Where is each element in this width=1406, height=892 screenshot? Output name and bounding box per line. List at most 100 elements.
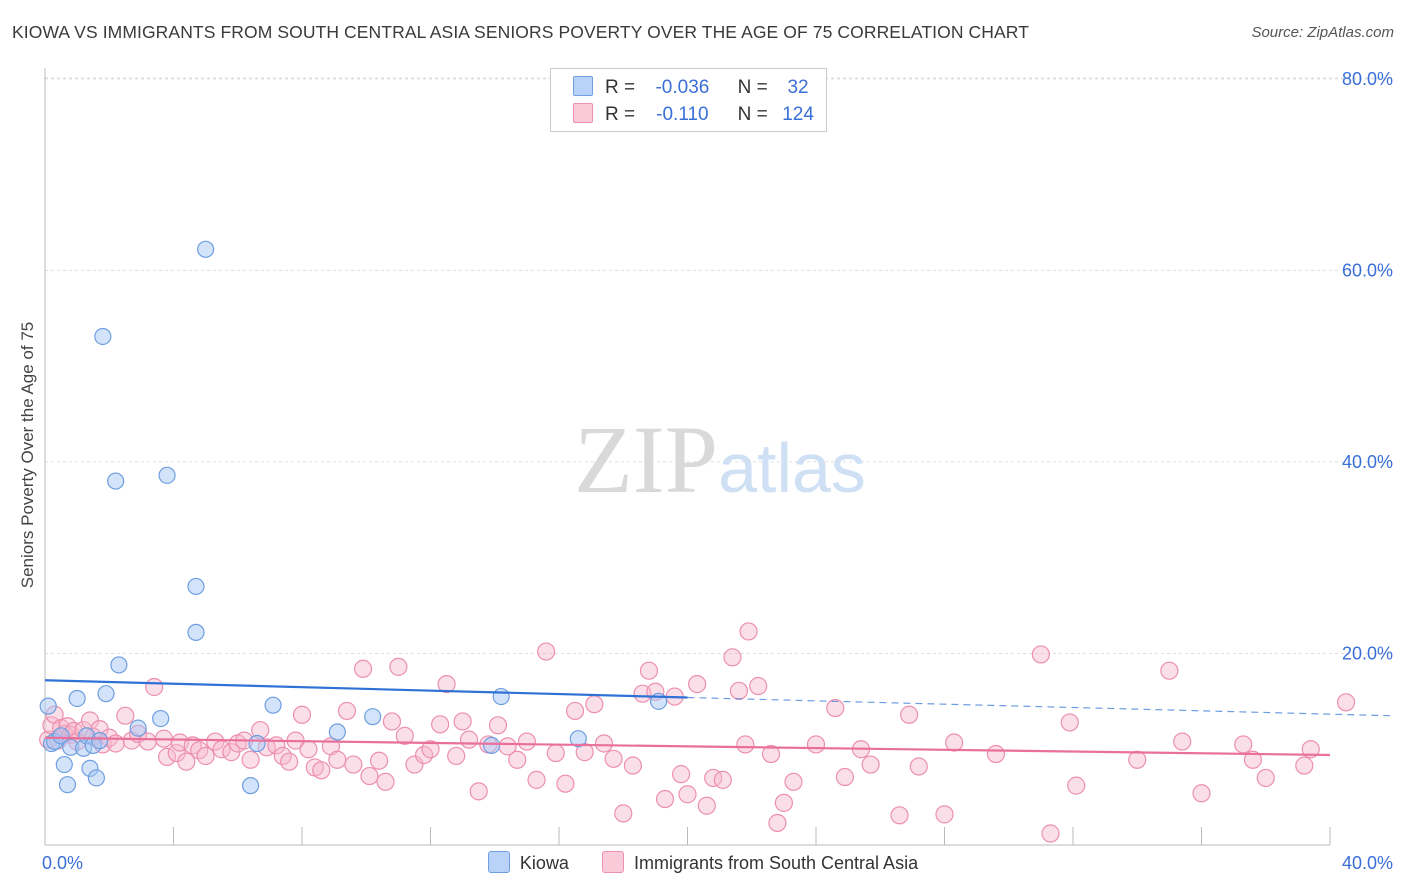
kiowa-point xyxy=(91,732,109,750)
imm-point xyxy=(909,757,928,776)
kiowa-point xyxy=(328,723,346,741)
immigrants-legend-swatch xyxy=(601,851,624,873)
kiowa-point xyxy=(87,769,106,787)
imm-point xyxy=(614,804,633,823)
kiowa-point xyxy=(97,685,115,703)
imm-point xyxy=(678,785,697,804)
imm-point xyxy=(565,701,585,721)
imm-point xyxy=(431,715,450,734)
kiowa-point xyxy=(569,730,587,748)
imm-point xyxy=(806,735,826,754)
imm-point xyxy=(453,712,472,731)
imm-point xyxy=(736,735,755,754)
kiowa-point xyxy=(492,687,510,706)
imm-point xyxy=(421,740,440,759)
imm-point xyxy=(623,756,642,775)
imm-points xyxy=(39,622,1356,843)
immigrants-swatch xyxy=(573,103,593,123)
imm-point xyxy=(344,755,363,774)
kiowa-point xyxy=(152,709,170,728)
imm-point xyxy=(1192,784,1211,803)
imm-point xyxy=(177,752,196,771)
imm-point xyxy=(768,813,787,833)
tick-labels: 20.0% 40.0% 60.0% 80.0% 0.0% 40.0% xyxy=(42,69,1393,873)
imm-point xyxy=(774,793,793,812)
imm-point xyxy=(723,648,742,667)
legend-label-kiowa: Kiowa xyxy=(519,853,569,873)
chart-source: Source: ZipAtlas.com xyxy=(1251,24,1394,41)
imm-point xyxy=(697,796,716,815)
imm-point xyxy=(370,751,389,770)
grid-layer xyxy=(45,77,1392,654)
kiowa-point xyxy=(242,777,260,795)
kiowa-trend-line xyxy=(44,679,688,699)
imm-point xyxy=(1128,750,1147,769)
imm-point xyxy=(337,701,357,721)
imm-point xyxy=(299,740,318,759)
y-tick-label: 40.0% xyxy=(1342,452,1393,472)
imm-point xyxy=(405,755,424,774)
trend-layer xyxy=(44,679,1391,757)
legend-r-value: -0.110 xyxy=(656,104,709,125)
imm-point xyxy=(382,712,402,731)
y-axis-label: Seniors Poverty Over the Age of 75 xyxy=(18,321,37,589)
kiowa-point xyxy=(55,755,73,774)
imm-trend-line xyxy=(44,736,1331,757)
kiowa-trend-extension xyxy=(687,696,1391,717)
imm-point xyxy=(1041,824,1060,843)
imm-point xyxy=(556,774,575,793)
y-tick-label: 20.0% xyxy=(1342,643,1393,663)
imm-point xyxy=(900,705,919,724)
imm-point xyxy=(517,732,536,751)
axes-layer xyxy=(44,68,1331,846)
imm-point xyxy=(1295,756,1314,775)
imm-point xyxy=(488,716,508,735)
imm-point xyxy=(360,766,379,786)
kiowa-point xyxy=(129,719,147,737)
imm-point xyxy=(376,772,395,791)
imm-point xyxy=(761,744,781,764)
imm-point xyxy=(395,726,414,745)
imm-point xyxy=(546,743,565,763)
imm-point xyxy=(447,746,466,766)
imm-point xyxy=(280,752,299,771)
legend-r-label: R = xyxy=(605,104,636,125)
imm-point xyxy=(459,730,479,749)
kiowa-point xyxy=(110,656,128,674)
chart-title: KIOWA VS IMMIGRANTS FROM SOUTH CENTRAL A… xyxy=(12,22,1030,42)
imm-point xyxy=(328,750,347,769)
kiowa-point xyxy=(68,689,86,708)
imm-point xyxy=(688,675,707,694)
kiowa-point xyxy=(482,736,501,755)
imm-point xyxy=(826,698,845,718)
legend-r-value: -0.036 xyxy=(655,77,710,98)
imm-point xyxy=(1243,750,1263,769)
legend-row-kiowa: R = -0.036 N = 32 xyxy=(573,76,823,99)
x-tick-label: 40.0% xyxy=(1342,853,1393,873)
watermark: ZIPatlas xyxy=(574,406,866,513)
imm-point xyxy=(116,706,135,725)
imm-point xyxy=(241,750,260,769)
imm-point xyxy=(945,733,964,752)
imm-point xyxy=(196,746,215,766)
imm-point xyxy=(784,772,803,791)
imm-point xyxy=(1067,776,1086,795)
kiowa-point xyxy=(107,472,125,490)
imm-point xyxy=(1060,713,1079,732)
imm-point xyxy=(935,805,954,824)
legend-item-kiowa: Kiowa xyxy=(487,851,569,874)
y-tick-label: 80.0% xyxy=(1342,69,1393,89)
imm-point xyxy=(1031,645,1050,664)
imm-point xyxy=(986,744,1006,764)
imm-point xyxy=(527,770,546,789)
imm-point xyxy=(604,749,623,768)
imm-point xyxy=(1160,661,1179,680)
imm-point xyxy=(157,747,177,766)
y-tick-label: 60.0% xyxy=(1342,260,1393,280)
correlation-legend: R = -0.036 N = 32 R = -0.110 N = 124 xyxy=(550,68,827,132)
kiowa-swatch xyxy=(573,76,593,96)
imm-point xyxy=(1256,768,1275,788)
x-tick-label: 0.0% xyxy=(42,853,83,873)
imm-point xyxy=(389,657,408,676)
